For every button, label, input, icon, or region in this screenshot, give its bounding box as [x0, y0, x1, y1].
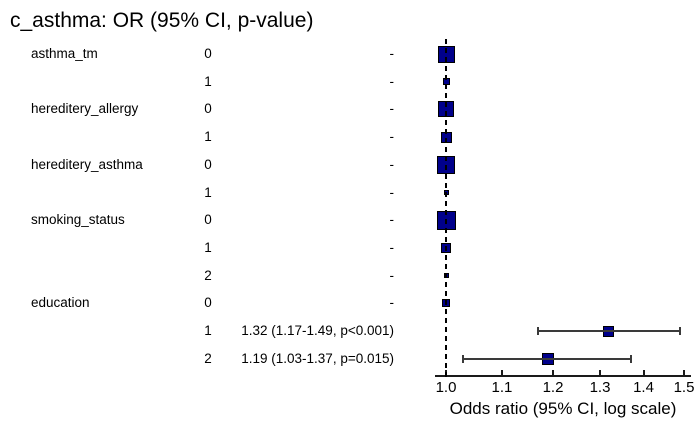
ci-cap-left [462, 354, 465, 363]
row-level-label: 1 [204, 239, 212, 255]
row-level-label: 0 [204, 212, 212, 228]
row-level-label: 1 [204, 184, 212, 200]
ci-cap-left [537, 327, 540, 335]
row-value-label: - [389, 295, 395, 311]
x-tick [683, 369, 685, 375]
row-variable-label: hereditery_allergy [31, 101, 139, 117]
x-tick-label: 1.0 [435, 379, 457, 396]
x-tick-label: 1.1 [491, 379, 513, 396]
x-tick-label: 1.4 [633, 379, 654, 396]
row-level-label: 1 [204, 323, 212, 338]
row-level-label: 1 [204, 73, 212, 89]
row-level-label: 0 [204, 156, 212, 172]
ci-cap-right [629, 354, 632, 363]
row-value-label: - [389, 267, 395, 283]
x-tick-label: 1.5 [673, 379, 695, 396]
row-variable-label: smoking_status [31, 212, 125, 228]
x-tick-label: 1.3 [589, 379, 611, 396]
row-value-label: - [389, 239, 395, 255]
reference-line [445, 39, 447, 381]
row-value-label: - [389, 101, 395, 117]
row-value-label: 1.32 (1.17-1.49, p<0.001) [241, 323, 394, 338]
ci-whisker-line [463, 357, 631, 360]
x-tick [500, 369, 503, 375]
row-value-label: - [389, 184, 395, 200]
row-level-label: 2 [204, 350, 212, 366]
x-tick [642, 369, 645, 375]
ci-whisker-line [538, 330, 681, 332]
row-value-label: - [389, 212, 395, 228]
x-axis-label: Odds ratio (95% CI, log scale) [449, 399, 677, 418]
x-tick-label: 1.2 [542, 379, 564, 396]
row-level-label: 2 [204, 267, 212, 283]
row-level-label: 0 [204, 46, 212, 61]
row-variable-label: education [31, 295, 90, 311]
chart-title: c_asthma: OR (95% CI, p-value) [10, 9, 314, 32]
row-level-label: 1 [204, 129, 212, 145]
row-variable-label: hereditery_asthma [31, 156, 143, 172]
row-value-label: 1.19 (1.03-1.37, p=0.015) [241, 350, 394, 366]
row-value-label: - [389, 156, 395, 172]
ci-cap-right [679, 327, 682, 335]
x-tick [552, 369, 555, 375]
row-level-label: 0 [204, 101, 212, 117]
x-axis-line [435, 374, 691, 377]
row-variable-label: asthma_tm [31, 46, 98, 61]
row-level-label: 0 [204, 295, 212, 311]
row-value-label: - [389, 129, 395, 145]
row-value-label: - [389, 46, 395, 61]
x-tick [599, 369, 601, 375]
row-value-label: - [389, 73, 395, 89]
